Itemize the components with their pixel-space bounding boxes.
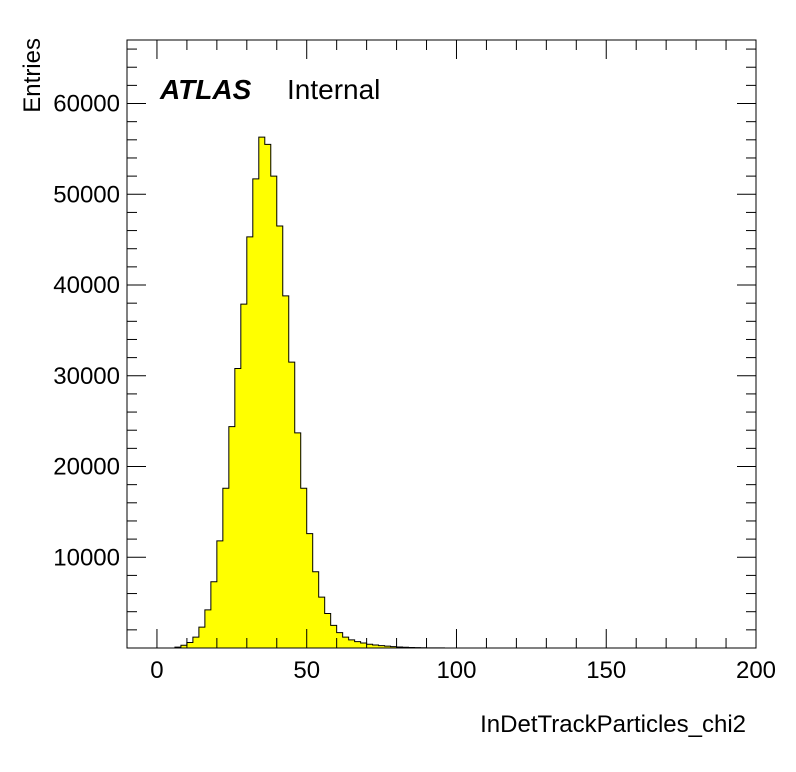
histogram-bin xyxy=(372,645,379,648)
histogram-bin xyxy=(192,637,200,648)
y-tick-label: 20000 xyxy=(53,454,120,481)
x-tick-label: 150 xyxy=(586,657,626,684)
histogram-bin xyxy=(204,609,212,648)
histogram-bin xyxy=(312,571,319,648)
histogram-bin xyxy=(240,304,248,648)
histogram-bin xyxy=(288,362,296,648)
histogram-bin xyxy=(228,426,236,648)
internal-label: Internal xyxy=(287,74,380,105)
plot-frame xyxy=(126,39,757,649)
histogram-bin xyxy=(270,176,278,649)
histogram-bin xyxy=(276,226,284,648)
histogram-bin xyxy=(306,533,314,648)
y-tick-label: 60000 xyxy=(53,91,120,118)
x-tick-label: 50 xyxy=(293,657,320,684)
histogram-bin xyxy=(318,597,325,648)
histogram-bin xyxy=(294,432,302,648)
histogram-bin xyxy=(360,643,367,648)
y-tick-label: 30000 xyxy=(53,363,120,390)
histogram-bin xyxy=(348,639,355,648)
y-tick-label: 10000 xyxy=(53,544,120,571)
histogram-bin xyxy=(264,144,272,648)
histogram-bin xyxy=(234,368,242,648)
y-axis-label: Entries xyxy=(19,38,46,113)
histogram-bin xyxy=(216,540,224,648)
histogram-bin xyxy=(210,581,218,648)
histogram-bin xyxy=(330,625,337,648)
axis-ticks xyxy=(126,40,757,648)
y-tick-label: 40000 xyxy=(53,272,120,299)
histogram-bin xyxy=(186,642,194,648)
x-tick-label: 0 xyxy=(150,657,163,684)
histogram-bin xyxy=(300,488,308,648)
histogram-bin xyxy=(384,646,391,648)
histogram-bin xyxy=(180,645,188,648)
histogram-bin xyxy=(258,137,266,648)
histogram-bin xyxy=(336,632,343,648)
x-axis-label: InDetTrackParticles_chi2 xyxy=(480,711,746,738)
histogram-bin xyxy=(222,488,230,648)
histogram-bin xyxy=(366,644,373,648)
histogram-bars xyxy=(174,137,457,649)
tick-labels: 0 50 100 150 200 10000 20000 30000 40000 50000 600… xyxy=(53,91,776,684)
histogram-bin xyxy=(246,236,254,648)
histogram-bin xyxy=(342,637,349,648)
y-tick-label: 50000 xyxy=(53,181,120,208)
atlas-label: ATLAS xyxy=(159,74,252,105)
histogram-bin xyxy=(390,646,397,648)
histogram-bin xyxy=(354,641,361,648)
x-tick-label: 100 xyxy=(436,657,476,684)
histogram-bin xyxy=(252,178,260,648)
histogram-bin xyxy=(324,613,331,648)
histogram-bin xyxy=(282,295,290,648)
histogram-bin xyxy=(198,627,206,648)
x-tick-label: 200 xyxy=(736,657,776,684)
histogram-bin xyxy=(378,645,385,648)
